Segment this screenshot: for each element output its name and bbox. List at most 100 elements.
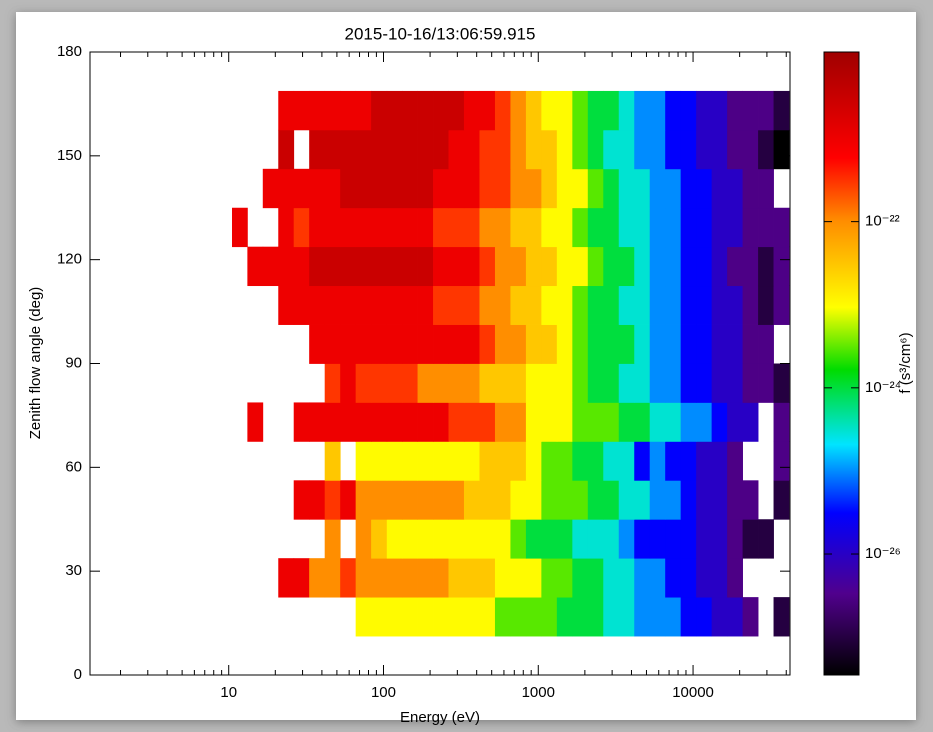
heatmap-cell [650, 130, 666, 169]
heatmap-cell [325, 402, 341, 441]
heatmap-cell [634, 364, 650, 403]
heatmap-cell [433, 597, 449, 636]
heatmap-cell [619, 441, 635, 480]
heatmap-cell [371, 364, 387, 403]
heatmap-cell [588, 480, 604, 519]
heatmap-cell [495, 208, 511, 247]
heatmap-cell [696, 519, 712, 558]
heatmap-cell [696, 558, 712, 597]
heatmap-cell [464, 208, 480, 247]
y-tick-label: 30 [65, 562, 82, 579]
heatmap-cell [356, 247, 372, 286]
heatmap-cell [588, 597, 604, 636]
heatmap-cell [387, 169, 403, 208]
heatmap-cell [619, 91, 635, 130]
heatmap-cell [743, 208, 759, 247]
heatmap-cell [712, 247, 728, 286]
heatmap-cell [510, 597, 526, 636]
heatmap-cell [309, 558, 325, 597]
heatmap-cell [588, 519, 604, 558]
heatmap-cell [510, 169, 526, 208]
heatmap-cell [603, 558, 619, 597]
heatmap-cell [588, 441, 604, 480]
heatmap-cell [619, 325, 635, 364]
heatmap-cell [665, 364, 681, 403]
heatmap-cell [712, 169, 728, 208]
heatmap-cell [743, 130, 759, 169]
heatmap-cell [433, 480, 449, 519]
heatmap-cell [727, 480, 743, 519]
heatmap-cell [727, 402, 743, 441]
heatmap-cell [495, 558, 511, 597]
heatmap-cell [340, 558, 356, 597]
heatmap-cell [727, 286, 743, 325]
heatmap-cell [340, 208, 356, 247]
heatmap-cell [557, 558, 573, 597]
heatmap-cell [541, 208, 557, 247]
heatmap-cell [433, 325, 449, 364]
heatmap-cell [325, 247, 341, 286]
heatmap-cell [325, 558, 341, 597]
heatmap-cell [588, 130, 604, 169]
heatmap-cell [510, 402, 526, 441]
heatmap-cell [665, 325, 681, 364]
heatmap-cell [619, 286, 635, 325]
heatmap-cell [278, 91, 294, 130]
heatmap-cell [619, 130, 635, 169]
heatmap-cell [464, 558, 480, 597]
heatmap-cell [557, 402, 573, 441]
heatmap-cell [526, 519, 542, 558]
heatmap-cell [557, 130, 573, 169]
heatmap-cell [650, 208, 666, 247]
heatmap-cell [541, 364, 557, 403]
y-axis-label: Zenith flow angle (deg) [27, 287, 44, 440]
heatmap-cell [433, 91, 449, 130]
heatmap-cell [541, 441, 557, 480]
heatmap-cell [650, 325, 666, 364]
heatmap-cell [464, 402, 480, 441]
heatmap-cell [371, 480, 387, 519]
heatmap-cell [712, 130, 728, 169]
heatmap-cell [572, 169, 588, 208]
heatmap-cell [325, 286, 341, 325]
heatmap-cell [371, 130, 387, 169]
heatmap-cell [526, 480, 542, 519]
heatmap-cell [634, 558, 650, 597]
heatmap-cell [526, 91, 542, 130]
heatmap-cell [356, 558, 372, 597]
heatmap-cell [727, 558, 743, 597]
heatmap-cell [479, 208, 495, 247]
heatmap-cell [294, 208, 310, 247]
heatmap-cell [340, 480, 356, 519]
heatmap-cell [247, 402, 263, 441]
heatmap-cell [448, 441, 464, 480]
heatmap-cell [774, 247, 790, 286]
heatmap-cell [526, 247, 542, 286]
heatmap-cell [495, 519, 511, 558]
heatmap-cell [774, 208, 790, 247]
heatmap-cell [464, 597, 480, 636]
heatmap-cell [681, 402, 697, 441]
heatmap-cell [448, 91, 464, 130]
heatmap-cell [650, 247, 666, 286]
heatmap-cell [464, 325, 480, 364]
heatmap-cell [479, 558, 495, 597]
heatmap-cell [418, 91, 434, 130]
heatmap-cell [356, 441, 372, 480]
y-tick-label: 180 [57, 43, 82, 60]
heatmap-cell [712, 364, 728, 403]
heatmap-cell [650, 480, 666, 519]
heatmap-cell [743, 286, 759, 325]
heatmap-cell [387, 325, 403, 364]
heatmap-cell [356, 130, 372, 169]
heatmap-cell [758, 169, 774, 208]
heatmap-cell [325, 208, 341, 247]
heatmap-cell [433, 441, 449, 480]
heatmap-cell [371, 286, 387, 325]
heatmap-cell [727, 247, 743, 286]
heatmap-cell [712, 402, 728, 441]
heatmap-cell [448, 247, 464, 286]
heatmap-cell [743, 91, 759, 130]
heatmap-cell [588, 247, 604, 286]
